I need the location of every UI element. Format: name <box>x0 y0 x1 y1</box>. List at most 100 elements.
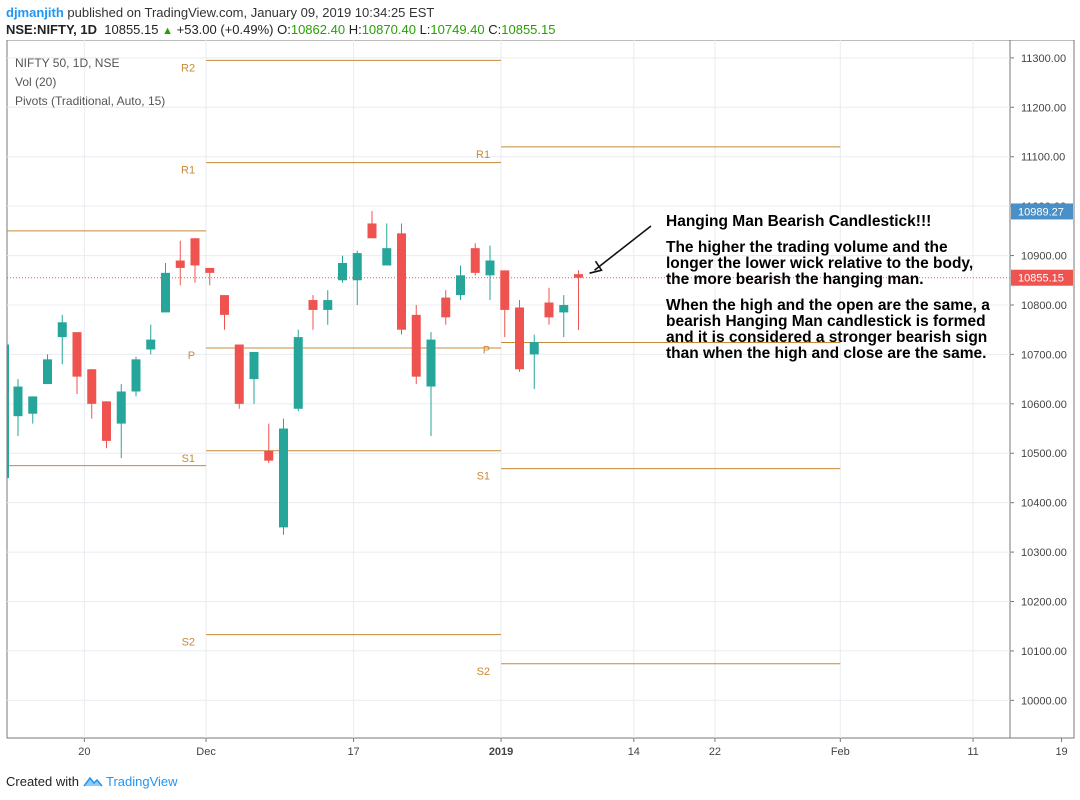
candle-body[interactable] <box>190 238 200 266</box>
y-tick-label: 10600.00 <box>1021 399 1067 411</box>
x-tick-label: 22 <box>709 746 721 758</box>
candle-body[interactable] <box>574 274 583 278</box>
high-value: 10870.40 <box>361 22 416 37</box>
created-with-label: Created with <box>6 774 79 789</box>
legend-volume[interactable]: Vol (20) <box>15 75 57 89</box>
candle-body[interactable] <box>544 302 554 318</box>
candle-body[interactable] <box>161 272 170 313</box>
author-link[interactable]: djmanjith <box>6 5 64 20</box>
y-tick-label: 10100.00 <box>1021 646 1067 658</box>
open-value: 10862.40 <box>290 22 346 37</box>
y-tick-label: 11300.00 <box>1021 53 1066 65</box>
y-tick-label: 11200.00 <box>1021 102 1066 114</box>
candle-body[interactable] <box>470 248 480 273</box>
chart-legend: NIFTY 50, 1D, NSE Vol (20) Pivots (Tradi… <box>15 54 165 111</box>
pivot-label-r1: R1 <box>476 149 490 161</box>
y-tick-label: 10900.00 <box>1021 251 1067 263</box>
annotation-title: Hanging Man Bearish Candlestick!!! <box>666 213 932 230</box>
y-tick-label: 11100.00 <box>1021 152 1065 164</box>
last-price: 10855.15 <box>104 22 159 37</box>
symbol-line: NSE:NIFTY, 1D 10855.15 ▲ +53.00 (+0.49%)… <box>6 22 556 37</box>
candle-body[interactable] <box>352 253 362 281</box>
candle-body[interactable] <box>426 339 436 387</box>
candle-body[interactable] <box>293 337 303 409</box>
x-tick-label: 20 <box>78 746 90 758</box>
candle-body[interactable] <box>456 275 465 296</box>
candle-body[interactable] <box>116 391 126 424</box>
candle-body[interactable] <box>72 332 82 377</box>
candle-body[interactable] <box>57 322 67 338</box>
pivot-label-r1: R1 <box>181 165 195 177</box>
y-tick-label: 10500.00 <box>1021 448 1067 460</box>
x-tick-label: 11 <box>967 746 978 758</box>
plot-frame <box>6 40 1075 739</box>
candle-body[interactable] <box>102 401 111 441</box>
chart-header: djmanjith published on TradingView.com, … <box>0 0 1080 40</box>
candle-body[interactable] <box>382 248 392 266</box>
x-tick-label: 2019 <box>489 746 513 758</box>
annotation-arrow-head-icon <box>589 260 603 274</box>
annotation-arrow-line <box>594 225 652 271</box>
candle-body[interactable] <box>220 295 229 315</box>
candle-body[interactable] <box>397 233 406 330</box>
footer: Created with TradingView <box>6 774 178 789</box>
candle-body[interactable] <box>500 270 510 310</box>
candle-body[interactable] <box>279 428 288 528</box>
pivot-label-s2: S2 <box>477 666 490 678</box>
candle-body[interactable] <box>323 300 333 310</box>
close-label: C: <box>488 22 502 37</box>
annotation-para-volume: The higher the trading volume and the lo… <box>666 239 974 288</box>
candle-body[interactable] <box>205 267 215 273</box>
x-tick-label: 14 <box>628 746 640 758</box>
candle-body[interactable] <box>264 450 274 461</box>
legend-pivots[interactable]: Pivots (Traditional, Auto, 15) <box>15 94 166 108</box>
candle-body[interactable] <box>28 396 38 414</box>
candle-body[interactable] <box>559 304 569 313</box>
y-tick-label: 10300.00 <box>1021 547 1067 559</box>
candle-body[interactable] <box>411 314 421 377</box>
candle-body[interactable] <box>485 260 495 276</box>
price-badge-bg <box>1011 203 1073 220</box>
close-value: 10855.15 <box>501 22 556 37</box>
price-change: +53.00 (+0.49%) <box>176 22 274 37</box>
candle-body[interactable] <box>529 342 539 355</box>
pivot-label-s1: S1 <box>477 471 490 483</box>
candle-body[interactable] <box>515 307 524 370</box>
price-badge-bg <box>1011 269 1073 286</box>
y-tick-label: 10400.00 <box>1021 498 1067 510</box>
x-tick-label: Dec <box>196 746 216 758</box>
y-tick-label: 10000.00 <box>1021 695 1067 707</box>
up-triangle-icon: ▲ <box>162 25 173 37</box>
pivot-label-s2: S2 <box>182 637 195 649</box>
low-label: L: <box>419 22 431 37</box>
candle-body[interactable] <box>13 386 23 417</box>
pivot-label-s1: S1 <box>182 453 195 465</box>
legend-title[interactable]: NIFTY 50, 1D, NSE <box>15 56 120 70</box>
y-tick-label: 10200.00 <box>1021 597 1067 609</box>
tradingview-brand[interactable]: TradingView <box>106 774 178 789</box>
publish-line: djmanjith published on TradingView.com, … <box>6 5 434 20</box>
candle-body[interactable] <box>43 359 52 385</box>
high-label: H: <box>348 22 362 37</box>
candle-body[interactable] <box>87 369 97 404</box>
candle-body[interactable] <box>338 262 347 281</box>
low-value: 10749.40 <box>430 22 485 37</box>
candle-body[interactable] <box>367 223 377 239</box>
candle-body[interactable] <box>308 300 318 310</box>
annotation-text: Hanging Man Bearish Candlestick!!! The h… <box>666 214 996 372</box>
candle-body[interactable] <box>234 344 244 404</box>
pivot-label-p: P <box>188 350 195 362</box>
x-tick-label: 17 <box>347 746 359 758</box>
candle-body[interactable] <box>131 359 141 392</box>
publish-info: published on TradingView.com, January 09… <box>67 5 435 20</box>
price-badge-label: 10989.27 <box>1018 206 1064 218</box>
candle-body[interactable] <box>175 260 185 268</box>
candlestick-chart[interactable]: 11300.0011200.0011100.0011000.0010900.00… <box>0 40 1080 768</box>
tradingview-logo-icon <box>83 776 103 787</box>
candle-body[interactable] <box>146 339 156 350</box>
x-tick-label: 19 <box>1055 746 1067 758</box>
candle-body[interactable] <box>441 297 451 318</box>
pivot-label-p: P <box>483 345 490 357</box>
symbol-name: NSE:NIFTY, 1D <box>6 22 98 37</box>
candle-body[interactable] <box>249 351 259 380</box>
